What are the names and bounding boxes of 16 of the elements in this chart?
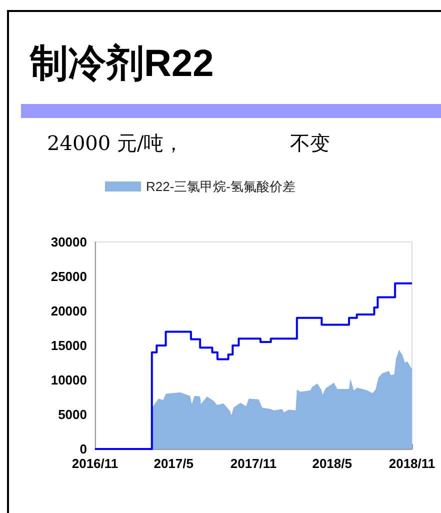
text: 不变 [290,131,330,155]
x-tick-label: 2017/5 [154,456,194,471]
x-tick-label: 2018/5 [312,456,352,471]
y-tick-label: 15000 [50,338,87,353]
legend-label: R22-三氯甲烷-氢氟酸价差 [146,179,296,194]
y-tick-label: 30000 [50,234,87,250]
y-tick-label: 0 [80,442,87,456]
y-tick-label: 5000 [58,407,87,422]
x-tick-label: 2016/11 [72,456,118,471]
x-tick-label: 2017/11 [230,456,277,471]
x-tick-label: 2018/11 [388,456,436,471]
y-tick-label: 20000 [50,304,87,318]
chart-title: 制冷剂R22 [29,42,214,85]
text: 24000 元/吨， [47,131,184,155]
y-tick-label: 10000 [50,372,87,388]
y-tick-label: 25000 [50,269,87,284]
